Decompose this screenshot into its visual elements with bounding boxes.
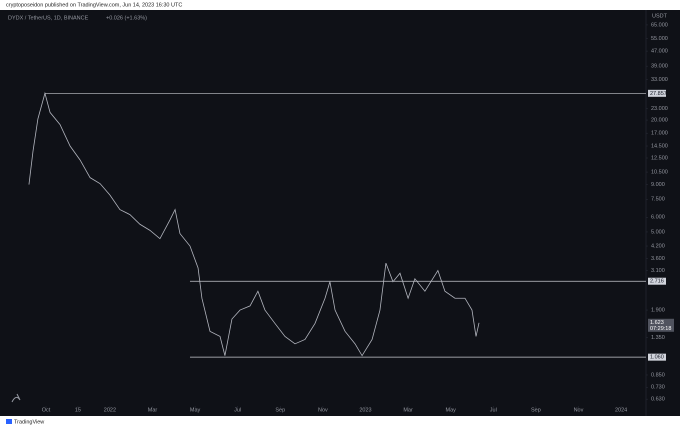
y-tick-label: 12.500 (651, 155, 668, 161)
y-tick-label: 55.000 (651, 36, 668, 42)
logo-icon (11, 393, 21, 403)
current-price-box (648, 318, 674, 332)
level-label-box (648, 277, 666, 285)
y-tick-label: 9.000 (651, 182, 665, 188)
y-tick-label: 3.600 (651, 256, 665, 262)
symbol-title: DYDX / TetherUS, 1D, BINANCE (8, 15, 89, 21)
x-tick-label: Sep (275, 407, 285, 413)
chart-background (0, 10, 680, 416)
level-label: 1.060 (650, 355, 664, 361)
y-tick-label: 7.500 (651, 197, 665, 203)
price-line (28, 91, 480, 357)
x-tick-label: Nov (574, 407, 584, 413)
y-tick-label: 33.000 (651, 77, 668, 83)
price-change: +0.026 (+1.63%) (106, 15, 147, 21)
y-tick-label: 1.350 (651, 335, 665, 341)
y-tick-label: 10.500 (651, 170, 668, 176)
y-tick-label: 47.000 (651, 49, 668, 55)
x-tick-label: Jul (490, 407, 497, 413)
y-tick-label: 0.730 (651, 385, 665, 391)
x-tick-label: 2024 (615, 407, 627, 413)
y-tick-label: 20.000 (651, 118, 668, 124)
level-label-box (648, 353, 666, 361)
level-label: 2.716 (650, 279, 664, 285)
y-tick-label: 39.000 (651, 64, 668, 70)
x-tick-label: May (445, 407, 456, 413)
y-tick-label: 14.500 (651, 143, 668, 149)
x-tick-label: 2022 (104, 407, 116, 413)
y-tick-label: 17.000 (651, 131, 668, 137)
x-tick-label: 15 (75, 407, 81, 413)
x-tick-label: Nov (318, 407, 328, 413)
x-tick-label: Mar (148, 407, 158, 413)
current-price-label: 1.623 (650, 320, 664, 326)
brand: TradingView (14, 419, 44, 425)
x-tick-label: Oct (42, 407, 51, 413)
brand-icon (6, 419, 12, 424)
x-tick-label: 2023 (359, 407, 371, 413)
y-tick-label: 4.200 (651, 243, 665, 249)
y-tick-label: 5.000 (651, 229, 665, 235)
y-tick-label: 0.630 (651, 397, 665, 403)
level-label-box (648, 89, 666, 97)
countdown: 07:29:18 (650, 326, 671, 332)
y-tick-label: 6.000 (651, 215, 665, 221)
x-tick-label: Sep (531, 407, 541, 413)
published-line: cryptoposeidon published on TradingView.… (6, 2, 182, 8)
y-tick-label: 0.850 (651, 372, 665, 378)
level-label: 27.857 (650, 91, 667, 97)
x-tick-label: Mar (403, 407, 413, 413)
y-tick-label: 23.000 (651, 106, 668, 112)
y-tick-label: 1.900 (651, 308, 665, 314)
x-tick-label: May (190, 407, 201, 413)
y-unit: USDT (652, 13, 668, 19)
y-tick-label: 65.000 (651, 22, 668, 28)
x-tick-label: Jul (234, 407, 241, 413)
y-tick-label: 3.100 (651, 268, 665, 274)
